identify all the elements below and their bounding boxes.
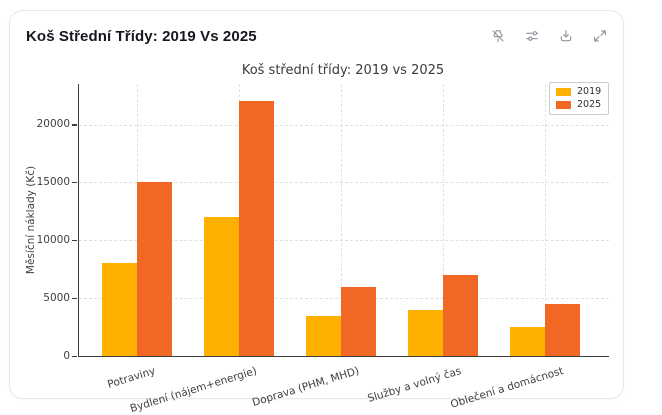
download-icon[interactable] xyxy=(557,27,575,45)
chart-figure: Koš střední třídy: 2019 vs 2025 Měsíční … xyxy=(10,57,623,415)
y-axis-label: Měsíční náklady (Kč) xyxy=(25,165,37,275)
bar-2019-2 xyxy=(204,217,239,356)
bar-2025-1 xyxy=(137,182,172,356)
bar-2019-3 xyxy=(306,315,341,356)
v-gridline xyxy=(341,84,342,356)
y-tick-mark xyxy=(72,297,77,300)
chart-card: Koš Střední Třídy: 2019 Vs 2025 xyxy=(9,10,624,415)
h-gridline xyxy=(79,124,609,126)
chart-title: Koš střední třídy: 2019 vs 2025 xyxy=(241,63,445,78)
y-tick-mark xyxy=(72,124,77,126)
bar-2019-5 xyxy=(510,327,545,356)
category-label: Oblečení a domácnost xyxy=(448,365,565,411)
sliders-icon[interactable] xyxy=(523,27,541,45)
h-gridline xyxy=(79,240,609,242)
y-tick-label: 20000 xyxy=(36,118,70,130)
y-tick-label: 0 xyxy=(63,349,70,362)
category-label: Doprava (PHM, MHD) xyxy=(250,365,361,409)
y-tick-mark xyxy=(72,355,77,357)
y-tick-mark xyxy=(72,181,77,184)
expand-icon[interactable] xyxy=(591,27,609,45)
v-gridline xyxy=(545,84,546,356)
card-title: Koš Střední Třídy: 2019 Vs 2025 xyxy=(26,27,257,45)
y-tick-label: 5000 xyxy=(43,291,70,304)
bar-2019-4 xyxy=(408,309,443,356)
card-header: Koš Střední Třídy: 2019 Vs 2025 xyxy=(26,25,609,47)
legend-row: 2025 xyxy=(556,100,601,110)
pin-off-icon[interactable] xyxy=(489,27,507,45)
legend-label: 2019 xyxy=(577,86,602,97)
y-tick-label: 10000 xyxy=(36,233,70,246)
bar-2025-3 xyxy=(341,286,376,356)
h-gridline xyxy=(79,182,609,184)
bar-2025-4 xyxy=(443,275,478,356)
legend-swatch xyxy=(556,101,571,109)
bar-2025-2 xyxy=(239,101,274,356)
legend-row: 2019 xyxy=(556,87,601,97)
legend-label: 2025 xyxy=(577,99,602,110)
plot-area: 0 5000 10000 15000 20000 Potraviny Bydlení (ná… xyxy=(37,84,609,415)
category-label: Potraviny xyxy=(105,365,157,391)
card-toolbar xyxy=(489,27,609,45)
y-tick-mark xyxy=(72,239,77,242)
legend: 2019 2025 xyxy=(549,82,610,115)
bar-2025-5 xyxy=(545,303,580,356)
y-tick-label: 15000 xyxy=(36,175,70,188)
bar-2019-1 xyxy=(102,263,137,356)
legend-swatch xyxy=(556,88,571,96)
v-gridline xyxy=(443,84,444,356)
